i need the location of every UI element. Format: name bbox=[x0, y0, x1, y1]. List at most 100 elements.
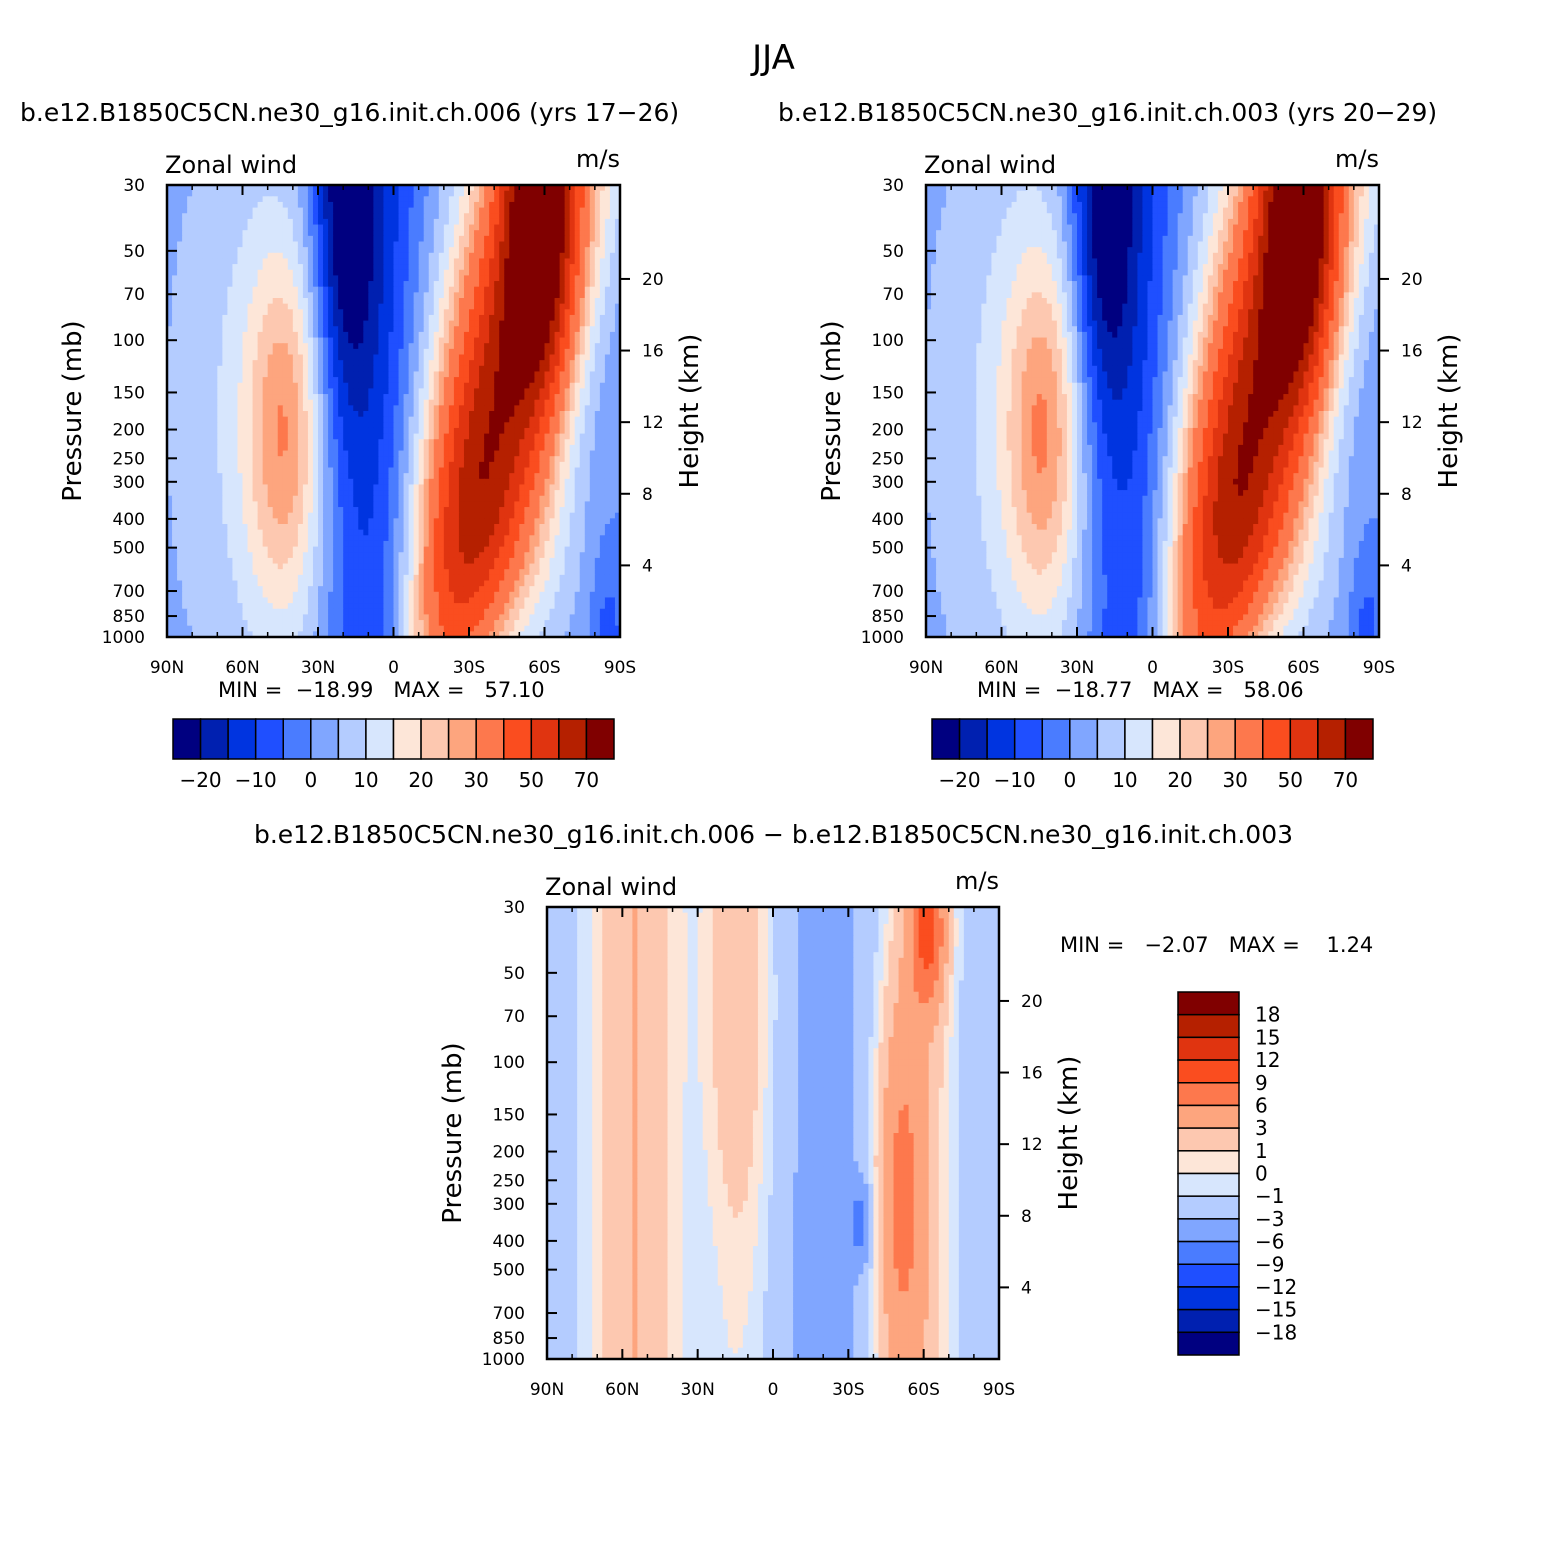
y-tick-label: 50 bbox=[882, 242, 904, 262]
panel-3: 90N 60N 30N 0 30S 60S 90S 30 50 70 100 150 200 250 300… bbox=[438, 867, 1084, 1400]
y2-tick-label: 4 bbox=[1021, 1278, 1032, 1298]
panel-1-units-label: m/s bbox=[576, 145, 620, 173]
colorbar-swatch bbox=[1177, 1013, 1240, 1039]
colorbar-swatch bbox=[1289, 718, 1319, 760]
colorbar-swatch bbox=[1177, 1150, 1240, 1175]
figure-title: JJA bbox=[0, 38, 1547, 78]
colorbar-label: 9 bbox=[1255, 1071, 1268, 1095]
colorbar-swatch bbox=[420, 718, 450, 760]
x-tick-label: 90S bbox=[983, 1380, 1015, 1400]
panel-2-field bbox=[926, 185, 1380, 638]
colorbar-label: 3 bbox=[1255, 1116, 1268, 1140]
colorbar-swatch bbox=[1124, 718, 1154, 760]
colorbar-label: 12 bbox=[1255, 1048, 1280, 1072]
y-tick-label: 70 bbox=[503, 1007, 525, 1027]
y-tick-label: 70 bbox=[882, 285, 904, 305]
panel-2-units-label: m/s bbox=[1335, 145, 1379, 173]
panel-2: 90N 60N 30N 0 30S 60S 90S 30 50 70 100 150 200 250 300… bbox=[817, 145, 1464, 678]
colorbar-swatch bbox=[558, 718, 588, 760]
colorbar-label: 70 bbox=[574, 768, 599, 792]
colorbar-label: 10 bbox=[353, 768, 378, 792]
colorbar-label: 50 bbox=[519, 768, 544, 792]
panel-3-variable-label: Zonal wind bbox=[545, 873, 677, 901]
colorbar-swatch bbox=[1013, 718, 1043, 760]
panel-2-title: b.e12.B1850C5CN.ne30_g16.init.ch.003 (yr… bbox=[778, 98, 1437, 127]
colorbar-swatch bbox=[1041, 718, 1071, 760]
y2-tick-label: 20 bbox=[1021, 992, 1043, 1012]
y-tick-label: 30 bbox=[882, 176, 904, 196]
panel-3-field bbox=[547, 907, 1000, 1360]
x-tick-label: 60N bbox=[605, 1380, 639, 1400]
colorbar-label: −6 bbox=[1255, 1230, 1284, 1254]
colorbar-swatch bbox=[530, 718, 560, 760]
panel-1-minmax: MIN = −18.99 MAX = 57.10 bbox=[218, 678, 545, 702]
y-tick-label: 200 bbox=[113, 421, 145, 441]
panel-2-variable-label: Zonal wind bbox=[924, 151, 1056, 179]
y2-tick-label: 16 bbox=[1021, 1064, 1043, 1084]
panel-1-ylabel: Pressure (mb) bbox=[58, 320, 88, 501]
colorbar-label: −20 bbox=[938, 768, 980, 792]
colorbar-2: −20 −10 0 10 20 30 50 70 bbox=[931, 718, 1374, 792]
colorbar-1: −20 −10 0 10 20 30 50 70 bbox=[172, 718, 615, 792]
y-tick-label: 150 bbox=[493, 1105, 525, 1125]
y-tick-label: 100 bbox=[493, 1053, 525, 1073]
panel-1-title: b.e12.B1850C5CN.ne30_g16.init.ch.006 (yr… bbox=[20, 98, 679, 127]
colorbar-swatch bbox=[1177, 1082, 1240, 1107]
y-tick-label: 150 bbox=[872, 383, 904, 403]
panel-3-title: b.e12.B1850C5CN.ne30_g16.init.ch.006 − b… bbox=[0, 820, 1547, 849]
y2-tick-label: 4 bbox=[642, 556, 653, 576]
x-tick-label: 60N bbox=[984, 658, 1018, 678]
colorbar-swatch bbox=[337, 718, 367, 760]
colorbar-swatch bbox=[227, 718, 257, 760]
y2-tick-label: 8 bbox=[642, 485, 653, 505]
colorbar-swatch bbox=[585, 718, 615, 760]
y-tick-label: 300 bbox=[113, 473, 145, 493]
colorbar-swatch bbox=[282, 718, 312, 760]
panel-3-units-label: m/s bbox=[955, 867, 999, 895]
colorbar-swatch bbox=[1069, 718, 1099, 760]
colorbar-swatch bbox=[1177, 1240, 1240, 1265]
colorbar-swatch bbox=[1177, 1104, 1240, 1129]
y-tick-label: 850 bbox=[493, 1329, 525, 1349]
colorbar-swatch bbox=[1177, 1263, 1240, 1288]
colorbar-swatch bbox=[1177, 1127, 1240, 1152]
y-tick-label: 30 bbox=[123, 176, 145, 196]
colorbar-label: 0 bbox=[1063, 768, 1076, 792]
colorbar-label: −18 bbox=[1255, 1320, 1297, 1344]
colorbar-swatch bbox=[172, 718, 202, 760]
colorbar-swatch bbox=[1177, 1172, 1240, 1197]
x-tick-label: 90N bbox=[150, 658, 184, 678]
panel-3-ylabel: Pressure (mb) bbox=[438, 1042, 468, 1223]
y-tick-label: 250 bbox=[493, 1171, 525, 1191]
y2-tick-label: 8 bbox=[1021, 1207, 1032, 1227]
panel-3-y2label: Height (km) bbox=[1054, 1056, 1084, 1211]
y-tick-label: 400 bbox=[872, 510, 904, 530]
colorbar-label: 50 bbox=[1278, 768, 1303, 792]
y2-tick-label: 12 bbox=[1401, 413, 1423, 433]
y-tick-label: 1000 bbox=[482, 1350, 525, 1370]
y2-tick-label: 12 bbox=[642, 413, 664, 433]
panel-1-field bbox=[167, 185, 621, 638]
x-tick-label: 60S bbox=[528, 658, 560, 678]
colorbar-swatch bbox=[447, 718, 477, 760]
x-tick-label: 30S bbox=[832, 1380, 864, 1400]
colorbar-swatch bbox=[958, 718, 988, 760]
colorbar-swatch bbox=[1177, 1331, 1240, 1356]
y-tick-label: 500 bbox=[493, 1261, 525, 1281]
colorbar-swatch bbox=[1177, 1195, 1240, 1220]
colorbar-swatch bbox=[310, 718, 340, 760]
colorbar-label: 0 bbox=[1255, 1162, 1268, 1186]
colorbar-swatch bbox=[1344, 718, 1374, 760]
x-tick-label: 90S bbox=[1363, 658, 1395, 678]
y-tick-label: 30 bbox=[503, 898, 525, 918]
y2-tick-label: 16 bbox=[1401, 342, 1423, 362]
y-tick-label: 50 bbox=[123, 242, 145, 262]
colorbar-swatch bbox=[392, 718, 422, 760]
colorbar-swatch bbox=[1177, 1286, 1240, 1311]
colorbar-label: −20 bbox=[179, 768, 221, 792]
y-tick-label: 700 bbox=[113, 582, 145, 602]
x-tick-label: 60S bbox=[1287, 658, 1319, 678]
x-tick-label: 90N bbox=[909, 658, 943, 678]
